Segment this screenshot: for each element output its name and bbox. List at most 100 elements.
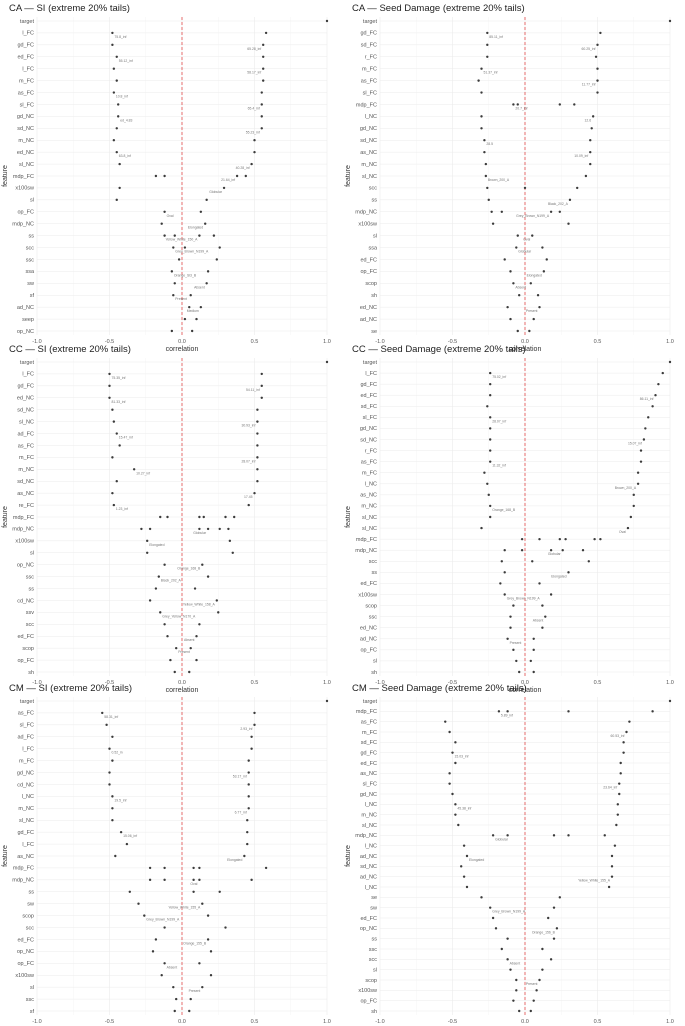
data-point: [198, 515, 201, 519]
y-tick-label: ad_NC: [360, 637, 377, 643]
data-point: [552, 937, 556, 940]
x-tick-label: 0.0: [178, 1019, 186, 1025]
y-tick-label: m_FC: [362, 730, 377, 736]
data-point: [262, 79, 265, 82]
data-point: [154, 587, 158, 590]
point-annotation: Globular: [495, 837, 509, 841]
point-annotation: 20.7_inf: [515, 106, 527, 110]
point-annotation: Absent: [194, 285, 205, 289]
data-point: [260, 91, 263, 94]
x-tick-label: 0.5: [594, 680, 602, 686]
y-tick-label: target: [20, 699, 35, 705]
x-tick-label: 1.0: [666, 339, 674, 345]
data-point: [163, 234, 166, 237]
y-tick-label: ssc: [26, 997, 35, 1003]
point-annotation: 15.07_inf: [628, 442, 642, 446]
data-point: [618, 782, 621, 785]
data-point: [154, 174, 158, 178]
y-tick-label: ed_NC: [360, 626, 377, 632]
data-point: [567, 571, 570, 574]
y-tick-label: ad_NC: [360, 317, 377, 323]
data-point: [198, 623, 201, 626]
y-tick-label: sl_FC: [363, 781, 377, 787]
y-tick-label: r_FC: [365, 448, 377, 454]
point-annotation: Absent: [515, 285, 526, 289]
y-tick-label: l_NC: [365, 482, 377, 488]
y-tick-label: se: [371, 329, 377, 335]
data-point: [163, 866, 166, 870]
data-point: [503, 571, 506, 574]
y-tick-label: sh: [371, 670, 377, 676]
data-point: [256, 468, 259, 471]
point-annotation: 10.09_inf: [574, 154, 588, 158]
data-point: [486, 43, 489, 47]
data-point: [544, 615, 547, 618]
point-annotation: Globular: [518, 250, 532, 254]
data-point: [256, 420, 259, 423]
data-point: [489, 416, 492, 419]
y-tick-label: scc: [26, 925, 35, 931]
data-point: [108, 372, 111, 376]
data-point: [253, 711, 256, 715]
data-point: [558, 896, 561, 899]
data-point: [137, 902, 140, 905]
data-point: [325, 699, 329, 703]
data-point: [246, 830, 249, 834]
y-axis-label: feature: [345, 165, 352, 187]
data-point: [506, 305, 509, 309]
point-annotation: Black_202_A: [161, 579, 182, 583]
y-tick-label: m_NC: [18, 467, 34, 473]
data-point: [491, 834, 495, 837]
data-point: [224, 926, 227, 929]
y-tick-label: ed_FC: [17, 937, 34, 943]
chart-panel-1: CA — Seed Damage (extreme 20% tails) -1.0…: [345, 3, 674, 353]
y-tick-label: mdp_NC: [12, 527, 34, 533]
data-point: [545, 258, 548, 261]
point-annotation: Grey_Brown_N199_A: [516, 214, 550, 218]
data-point: [215, 258, 218, 261]
point-annotation: Orange_Sl3_B: [174, 273, 197, 277]
y-tick-label: gd_NC: [360, 426, 377, 432]
data-point: [573, 103, 576, 106]
data-point: [632, 493, 635, 497]
y-tick-label: mdp_FC: [356, 102, 377, 108]
data-point: [163, 563, 166, 566]
x-tick-label: 0.0: [521, 1019, 529, 1025]
data-point: [651, 405, 654, 408]
y-tick-label: mdp_FC: [356, 537, 377, 543]
point-annotation: 58.17_inf: [247, 71, 261, 75]
data-point: [626, 526, 630, 530]
point-annotation: 30.93_inf: [241, 424, 255, 428]
x-tick-label: -1.0: [32, 339, 41, 345]
point-annotation: Absent: [510, 961, 521, 965]
data-point: [515, 659, 518, 663]
x-tick-label: -1.0: [32, 680, 41, 686]
data-point: [118, 162, 121, 166]
x-tick-label: 1.0: [323, 680, 331, 686]
data-point: [480, 896, 483, 899]
data-point: [115, 480, 118, 483]
y-tick-label: x100sw: [15, 973, 34, 979]
data-point: [541, 604, 544, 607]
data-point: [143, 914, 146, 917]
data-point: [465, 854, 469, 858]
x-tick-label: 0.5: [251, 339, 259, 345]
y-tick-label: sh: [371, 293, 377, 299]
y-tick-label: gd_FC: [17, 43, 34, 49]
data-point: [636, 471, 640, 474]
y-tick-label: as_FC: [361, 78, 377, 84]
data-point: [195, 635, 198, 638]
y-tick-label: ad_FC: [17, 431, 34, 437]
point-annotation: Oval: [167, 214, 174, 218]
y-tick-label: sl: [373, 659, 377, 665]
data-point: [183, 246, 187, 249]
data-point: [509, 317, 512, 321]
data-point: [108, 783, 111, 786]
data-point: [538, 537, 541, 541]
data-point: [115, 432, 118, 435]
data-point: [547, 916, 550, 920]
y-tick-label: sw: [27, 901, 34, 907]
y-tick-label: op_FC: [360, 648, 377, 654]
data-point: [532, 670, 535, 674]
data-point: [661, 371, 664, 375]
